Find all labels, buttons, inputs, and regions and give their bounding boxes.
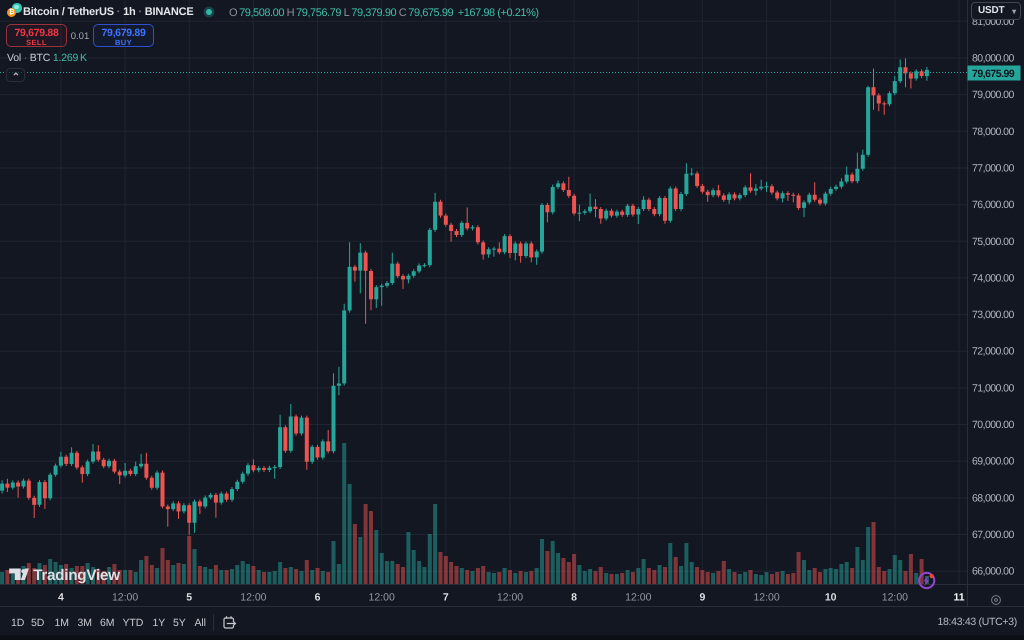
svg-text:7: 7 <box>443 592 449 604</box>
svg-text:80,000.00: 80,000.00 <box>972 53 1014 65</box>
svg-text:12:00: 12:00 <box>625 592 651 604</box>
svg-text:70,000.00: 70,000.00 <box>972 419 1014 431</box>
svg-text:67,000.00: 67,000.00 <box>972 529 1014 541</box>
svg-text:12:00: 12:00 <box>753 592 779 604</box>
svg-text:12:00: 12:00 <box>369 592 395 604</box>
svg-text:4: 4 <box>58 592 64 604</box>
svg-text:75,000.00: 75,000.00 <box>972 236 1014 248</box>
svg-text:9: 9 <box>699 592 705 604</box>
svg-text:6: 6 <box>315 592 321 604</box>
svg-text:12:00: 12:00 <box>497 592 523 604</box>
svg-text:10: 10 <box>825 592 837 604</box>
svg-text:79,675.99: 79,675.99 <box>972 68 1015 80</box>
svg-text:68,000.00: 68,000.00 <box>972 492 1014 504</box>
svg-text:73,000.00: 73,000.00 <box>972 309 1014 321</box>
svg-text:71,000.00: 71,000.00 <box>972 382 1014 394</box>
svg-text:11: 11 <box>953 592 964 604</box>
svg-text:69,000.00: 69,000.00 <box>972 456 1014 468</box>
svg-text:77,000.00: 77,000.00 <box>972 163 1014 175</box>
svg-text:74,000.00: 74,000.00 <box>972 272 1014 284</box>
svg-text:TradingView: TradingView <box>33 567 120 584</box>
svg-text:12:00: 12:00 <box>112 592 138 604</box>
svg-text:12:00: 12:00 <box>240 592 266 604</box>
svg-text:72,000.00: 72,000.00 <box>972 346 1014 358</box>
svg-text:66,000.00: 66,000.00 <box>972 566 1014 578</box>
svg-text:79,000.00: 79,000.00 <box>972 89 1014 101</box>
svg-text:12:00: 12:00 <box>882 592 908 604</box>
svg-text:5: 5 <box>186 592 192 604</box>
svg-text:8: 8 <box>571 592 577 604</box>
svg-text:76,000.00: 76,000.00 <box>972 199 1014 211</box>
svg-text:78,000.00: 78,000.00 <box>972 126 1014 138</box>
